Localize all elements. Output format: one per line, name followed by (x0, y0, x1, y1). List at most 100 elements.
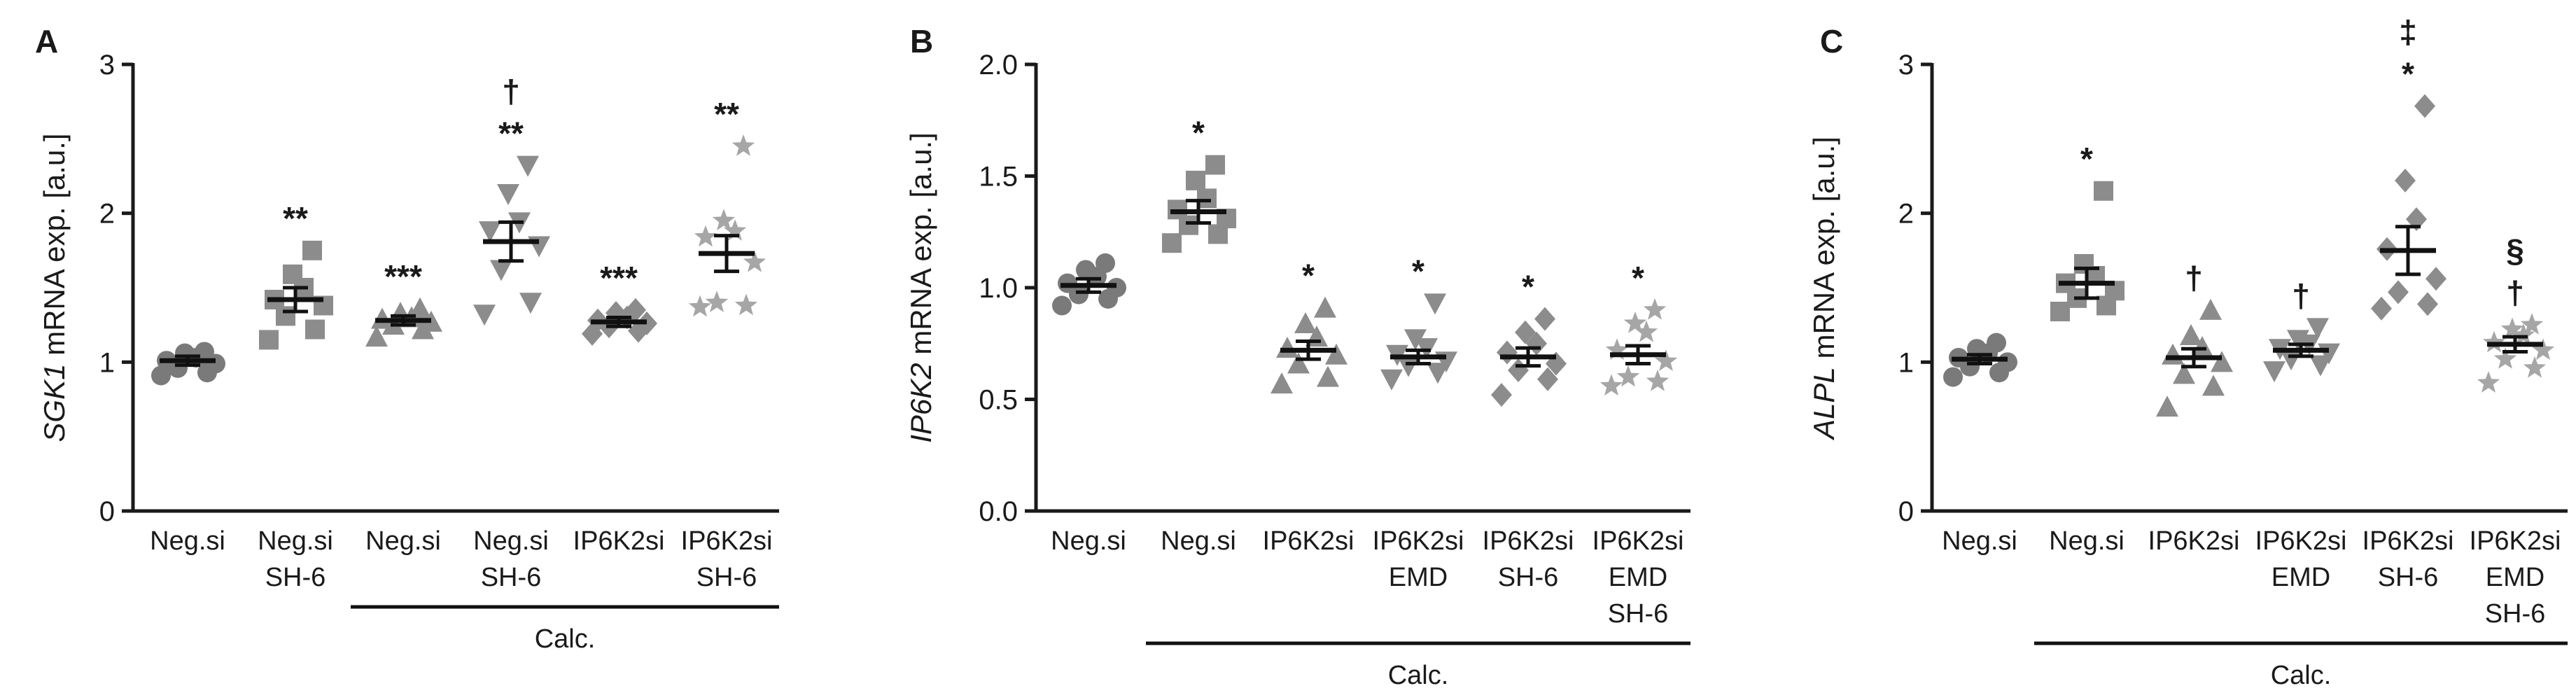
data-point (1424, 293, 1446, 315)
data-point (365, 326, 388, 347)
data-point (2371, 296, 2392, 321)
x-category-label: Neg.si (258, 526, 333, 556)
data-point (705, 290, 729, 312)
y-tick-label: 0.0 (979, 496, 1018, 527)
data-point (2523, 356, 2547, 378)
x-category-label: SH-6 (696, 563, 757, 592)
category-group: *** Neg.si (365, 258, 442, 556)
data-point (1162, 233, 1182, 253)
x-category-label: SH-6 (265, 563, 326, 592)
panel-letter: A (35, 23, 58, 59)
data-point (2417, 292, 2438, 316)
data-point (1600, 374, 1623, 396)
data-point (2211, 351, 2233, 372)
category-group: * ‡ IP6K2si SH-6 (2362, 14, 2454, 592)
data-point (151, 365, 171, 386)
category-group: * IP6K2si EMD (1373, 253, 1464, 592)
data-point (1546, 351, 1567, 376)
data-point (1276, 337, 1298, 358)
x-category-label: IP6K2si (2148, 526, 2240, 556)
data-point (1616, 365, 1640, 387)
data-point (2414, 94, 2435, 118)
data-point (1096, 253, 1115, 273)
y-tick-label: 2 (99, 199, 115, 230)
data-point (1052, 295, 1072, 316)
data-point (1314, 296, 1336, 318)
data-point (1270, 372, 1293, 394)
significance-marker: *** (600, 260, 638, 296)
significance-marker: § (2506, 232, 2524, 269)
category-group: ** † Neg.si SH-6 (473, 74, 550, 592)
data-point (2388, 280, 2409, 304)
data-point (732, 134, 755, 156)
data-point (175, 343, 195, 363)
x-category-label: IP6K2si (2362, 526, 2454, 556)
category-group: * Neg.si (2049, 141, 2124, 556)
data-point (479, 221, 501, 243)
data-point (517, 155, 539, 177)
y-tick-label: 2 (1898, 199, 1914, 230)
significance-marker: * (2402, 56, 2414, 92)
y-axis-title-unit: mRNA exp. [a.u.] (38, 133, 71, 363)
x-category-label: IP6K2si (1592, 526, 1684, 556)
x-category-label: EMD (1609, 563, 1667, 592)
category-group: † IP6K2si EMD (2255, 277, 2347, 592)
x-category-label: Neg.si (2049, 526, 2124, 556)
data-point (1634, 320, 1658, 342)
data-point (2191, 336, 2213, 358)
x-category-label: IP6K2si (2255, 526, 2347, 556)
data-point (694, 225, 718, 247)
data-point (1998, 352, 2017, 372)
significance-marker: ** (283, 200, 308, 237)
x-category-label: Neg.si (1051, 526, 1126, 556)
data-point (712, 209, 736, 231)
data-point (1397, 356, 1420, 377)
data-point (1076, 260, 1096, 280)
data-point (2395, 168, 2416, 192)
category-group: Neg.si (1942, 332, 2017, 556)
category-group: Neg.si (150, 342, 225, 556)
x-category-label: IP6K2si (573, 526, 665, 556)
significance-marker: † (2185, 260, 2203, 296)
data-point (2426, 267, 2446, 291)
chart-panel-c: C 0 1 2 3 ALPL mRNA exp. [a.u.] Neg.si * Neg.si †… (1807, 14, 2568, 690)
data-point (2074, 253, 2094, 274)
x-category-label: SH-6 (1498, 563, 1559, 592)
data-point (1643, 298, 1667, 320)
group-label: Calc. (2271, 661, 2332, 690)
category-group: † § IP6K2si EMD SH-6 (2470, 232, 2561, 629)
data-point (1205, 155, 1225, 175)
data-point (2199, 298, 2222, 320)
x-category-label: Neg.si (150, 526, 225, 556)
data-point (2050, 302, 2070, 322)
y-tick-label: 3 (99, 50, 115, 80)
category-group: * Neg.si (1161, 115, 1236, 556)
data-point (2512, 323, 2535, 345)
panel-letter: B (910, 23, 933, 59)
y-axis-title-gene: SGK1 (38, 364, 71, 442)
data-point (2477, 371, 2500, 393)
group-label: Calc. (1388, 661, 1449, 690)
category-group: * IP6K2si SH-6 (1483, 269, 1574, 592)
x-category-label: Neg.si (473, 526, 549, 556)
data-point (2162, 343, 2184, 365)
significance-marker: * (1522, 269, 1534, 305)
data-point (1537, 367, 1558, 391)
significance-marker: † (2506, 274, 2524, 311)
x-category-label: EMD (2272, 563, 2330, 592)
y-tick-label: 1.0 (979, 273, 1018, 304)
data-point (305, 319, 325, 340)
y-tick-label: 0.5 (979, 385, 1018, 416)
data-point (2493, 347, 2517, 369)
data-point (1380, 369, 1403, 391)
y-axis-title-gene: IP6K2 (904, 363, 937, 442)
data-point (1325, 343, 1348, 365)
y-tick-label: 1.5 (979, 162, 1018, 192)
data-point (1534, 307, 1555, 331)
data-point (1515, 320, 1536, 344)
data-point (2094, 181, 2113, 201)
x-category-label: IP6K2si (1373, 526, 1464, 556)
data-point (723, 219, 747, 241)
data-point (1605, 338, 1629, 360)
